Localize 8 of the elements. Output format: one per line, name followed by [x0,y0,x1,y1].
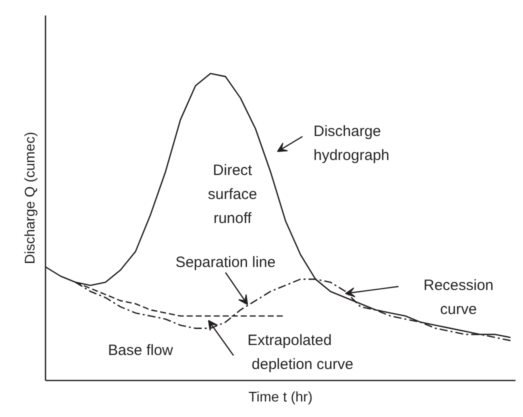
annotation: Extrapolated depletion curve [248,332,354,373]
x-axis-title: Time t (hr) [248,388,313,404]
annotation: Base flow [108,342,174,359]
annotation: Discharge hydrograph [314,123,390,164]
annotation: Direct surface runoff [208,162,258,227]
y-axis-title: Discharge Q (cumec) [22,132,38,264]
annotation: Recession curve [423,277,494,318]
annotation: Separation line [175,254,276,271]
